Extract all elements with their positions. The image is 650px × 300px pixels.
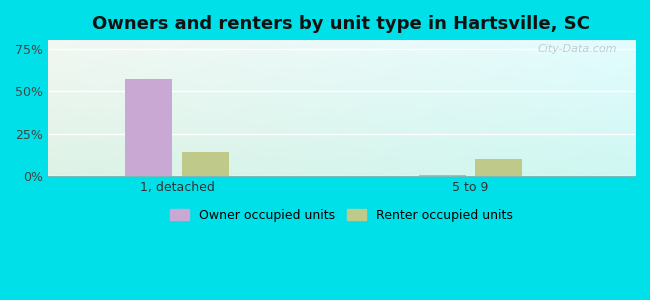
- Bar: [419, 175, 466, 176]
- Legend: Owner occupied units, Renter occupied units: Owner occupied units, Renter occupied un…: [165, 204, 518, 227]
- Text: City-Data.com: City-Data.com: [538, 44, 617, 54]
- Bar: [182, 152, 229, 176]
- Title: Owners and renters by unit type in Hartsville, SC: Owners and renters by unit type in Harts…: [92, 15, 590, 33]
- Bar: [125, 79, 172, 176]
- Bar: [475, 159, 522, 176]
